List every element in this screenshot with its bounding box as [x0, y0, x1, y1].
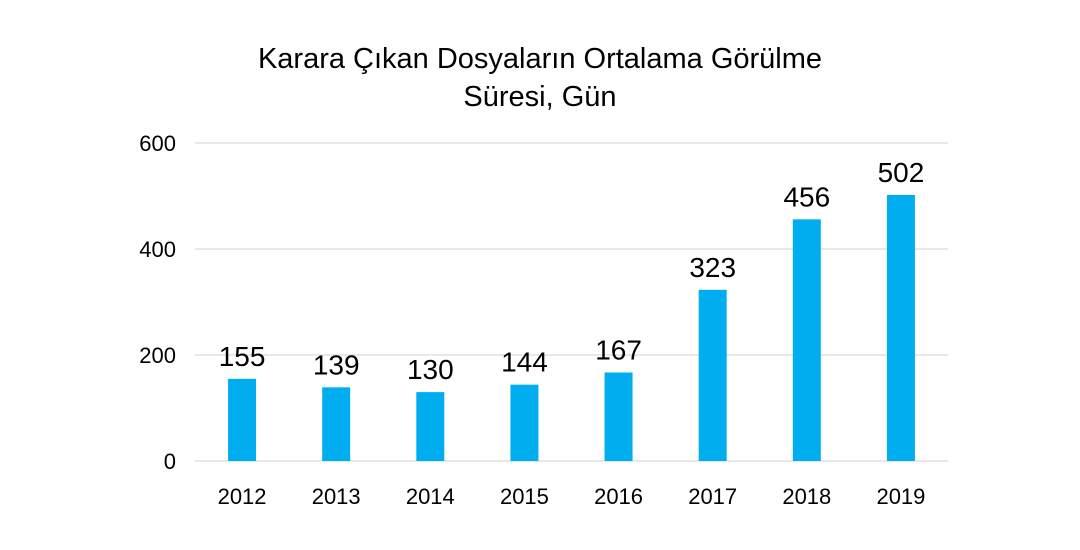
y-tick-label: 200	[139, 343, 176, 368]
data-label: 144	[501, 347, 548, 378]
bar	[416, 392, 445, 461]
x-tick-label: 2017	[688, 484, 737, 509]
data-label: 167	[595, 334, 642, 365]
bar	[510, 384, 539, 461]
data-label: 155	[219, 341, 266, 372]
bar	[886, 194, 915, 461]
data-label: 502	[878, 157, 925, 188]
y-tick-label: 600	[139, 131, 176, 156]
x-tick-label: 2014	[406, 484, 455, 509]
data-label: 456	[783, 181, 830, 212]
x-tick-label: 2016	[594, 484, 643, 509]
chart-title: Karara Çıkan Dosyaların Ortalama Görülme…	[257, 43, 823, 113]
bar	[604, 372, 633, 461]
y-tick-label: 0	[164, 449, 176, 474]
y-tick-label: 400	[139, 237, 176, 262]
bar	[698, 289, 727, 461]
data-label: 130	[407, 354, 454, 385]
x-tick-label: 2015	[500, 484, 549, 509]
x-tick-label: 2012	[218, 484, 267, 509]
bars	[228, 194, 915, 461]
bar	[228, 378, 257, 461]
x-axis-ticks: 2012 2013 2014 2015 2016 2017 2018 2019	[218, 484, 926, 509]
bar	[322, 387, 351, 461]
data-labels: 155 139 130 144 167 323 456 502	[219, 157, 925, 385]
data-label: 323	[689, 252, 736, 283]
data-label: 139	[313, 349, 360, 380]
x-tick-label: 2013	[312, 484, 361, 509]
x-tick-label: 2018	[782, 484, 831, 509]
y-axis-ticks: 0 200 400 600	[139, 131, 176, 474]
x-tick-label: 2019	[876, 484, 925, 509]
grid-layer	[195, 142, 948, 462]
bar	[792, 219, 821, 461]
